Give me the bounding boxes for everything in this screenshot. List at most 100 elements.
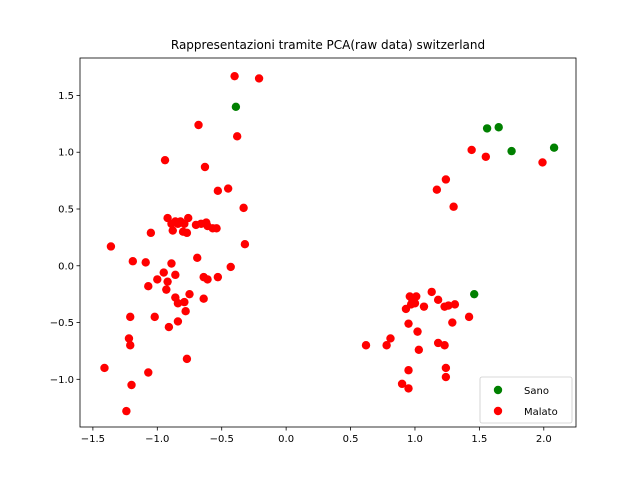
point-sano bbox=[549, 143, 559, 152]
point-malato bbox=[182, 354, 192, 364]
point-malato bbox=[448, 318, 457, 327]
legend-box bbox=[479, 376, 573, 424]
point-sano bbox=[494, 123, 503, 132]
point-malato bbox=[146, 228, 156, 238]
point-malato bbox=[449, 202, 458, 211]
point-sano bbox=[470, 289, 479, 299]
point-malato bbox=[160, 155, 170, 165]
point-malato bbox=[386, 334, 395, 343]
point-malato bbox=[213, 186, 223, 196]
point-malato bbox=[122, 406, 131, 416]
point-malato bbox=[194, 120, 203, 130]
point-malato bbox=[126, 341, 135, 350]
point-malato bbox=[167, 259, 176, 268]
y-tick-label: −0.5 bbox=[50, 318, 74, 329]
point-malato bbox=[200, 162, 210, 172]
point-malato bbox=[427, 287, 436, 297]
y-axis-ticks: −1.0 −0.5 0.0 0.5 1.0 1.5 bbox=[50, 91, 80, 386]
point-malato bbox=[467, 145, 476, 155]
point-malato bbox=[239, 203, 248, 213]
point-malato bbox=[180, 297, 189, 307]
point-malato bbox=[419, 302, 429, 311]
y-tick-label: 0.0 bbox=[58, 261, 74, 272]
y-tick-label: 1.5 bbox=[58, 91, 74, 102]
x-tick-label: −1.0 bbox=[145, 434, 169, 445]
point-sano bbox=[231, 102, 241, 112]
point-malato bbox=[254, 74, 264, 83]
point-malato bbox=[404, 319, 413, 328]
point-malato bbox=[182, 228, 192, 238]
point-malato bbox=[150, 312, 159, 322]
point-malato bbox=[193, 253, 202, 263]
point-malato bbox=[440, 302, 449, 311]
point-malato bbox=[203, 275, 212, 284]
x-tick-label: 1.0 bbox=[407, 434, 423, 445]
point-malato bbox=[159, 268, 168, 277]
legend-marker bbox=[493, 385, 503, 395]
point-malato bbox=[173, 299, 183, 308]
y-tick-label: 1.0 bbox=[58, 148, 74, 159]
point-malato bbox=[440, 341, 449, 350]
point-malato bbox=[538, 158, 547, 167]
legend-marker bbox=[493, 406, 503, 416]
point-malato bbox=[100, 363, 109, 373]
data-points bbox=[100, 71, 559, 416]
point-malato bbox=[213, 272, 223, 282]
y-tick-label: 0.5 bbox=[58, 205, 74, 216]
point-malato bbox=[230, 71, 239, 81]
point-malato bbox=[240, 240, 250, 249]
point-malato bbox=[185, 289, 194, 299]
point-malato bbox=[171, 270, 180, 280]
point-malato bbox=[223, 184, 233, 193]
point-malato bbox=[382, 341, 391, 350]
point-malato bbox=[432, 185, 442, 194]
x-tick-label: 2.0 bbox=[536, 434, 552, 445]
point-malato bbox=[141, 258, 150, 267]
x-tick-label: 1.5 bbox=[471, 434, 487, 445]
x-tick-label: −0.5 bbox=[210, 434, 234, 445]
x-tick-label: −1.5 bbox=[81, 434, 105, 445]
point-malato bbox=[181, 306, 190, 316]
point-malato bbox=[464, 312, 474, 322]
point-malato bbox=[450, 300, 460, 309]
point-malato bbox=[153, 275, 162, 284]
point-malato bbox=[163, 277, 172, 286]
point-malato bbox=[412, 292, 421, 301]
legend: Sano Malato bbox=[479, 376, 573, 424]
point-malato bbox=[106, 242, 116, 251]
point-malato bbox=[441, 175, 451, 184]
point-malato bbox=[184, 213, 193, 223]
point-malato bbox=[361, 341, 371, 350]
point-sano bbox=[507, 146, 516, 156]
x-tick-label: 0.0 bbox=[278, 434, 294, 445]
point-malato bbox=[404, 366, 413, 375]
point-malato bbox=[173, 317, 183, 326]
point-malato bbox=[226, 262, 235, 272]
point-malato bbox=[144, 282, 153, 291]
point-malato bbox=[413, 327, 422, 336]
point-malato bbox=[199, 294, 208, 303]
point-malato bbox=[397, 379, 407, 389]
point-malato bbox=[173, 219, 183, 228]
point-malato bbox=[124, 334, 134, 343]
point-malato bbox=[127, 380, 136, 390]
point-malato bbox=[212, 224, 221, 233]
x-axis-ticks: −1.5 −1.0 −0.5 0.0 0.5 1.0 1.5 2.0 bbox=[81, 427, 552, 445]
chart-title: Rappresentazioni tramite PCA(raw data) s… bbox=[171, 38, 485, 52]
point-malato bbox=[433, 338, 443, 348]
point-malato bbox=[202, 218, 211, 227]
point-malato bbox=[144, 368, 153, 377]
point-malato bbox=[164, 322, 174, 332]
point-malato bbox=[414, 345, 424, 354]
legend-label: Sano bbox=[524, 386, 549, 397]
point-malato bbox=[126, 312, 135, 322]
point-malato bbox=[128, 257, 138, 266]
legend-label: Malato bbox=[524, 407, 558, 418]
point-sano bbox=[482, 124, 492, 133]
point-malato bbox=[441, 372, 451, 382]
point-malato bbox=[481, 152, 491, 161]
point-malato bbox=[232, 132, 242, 141]
point-malato bbox=[162, 285, 171, 294]
point-malato bbox=[441, 363, 451, 373]
